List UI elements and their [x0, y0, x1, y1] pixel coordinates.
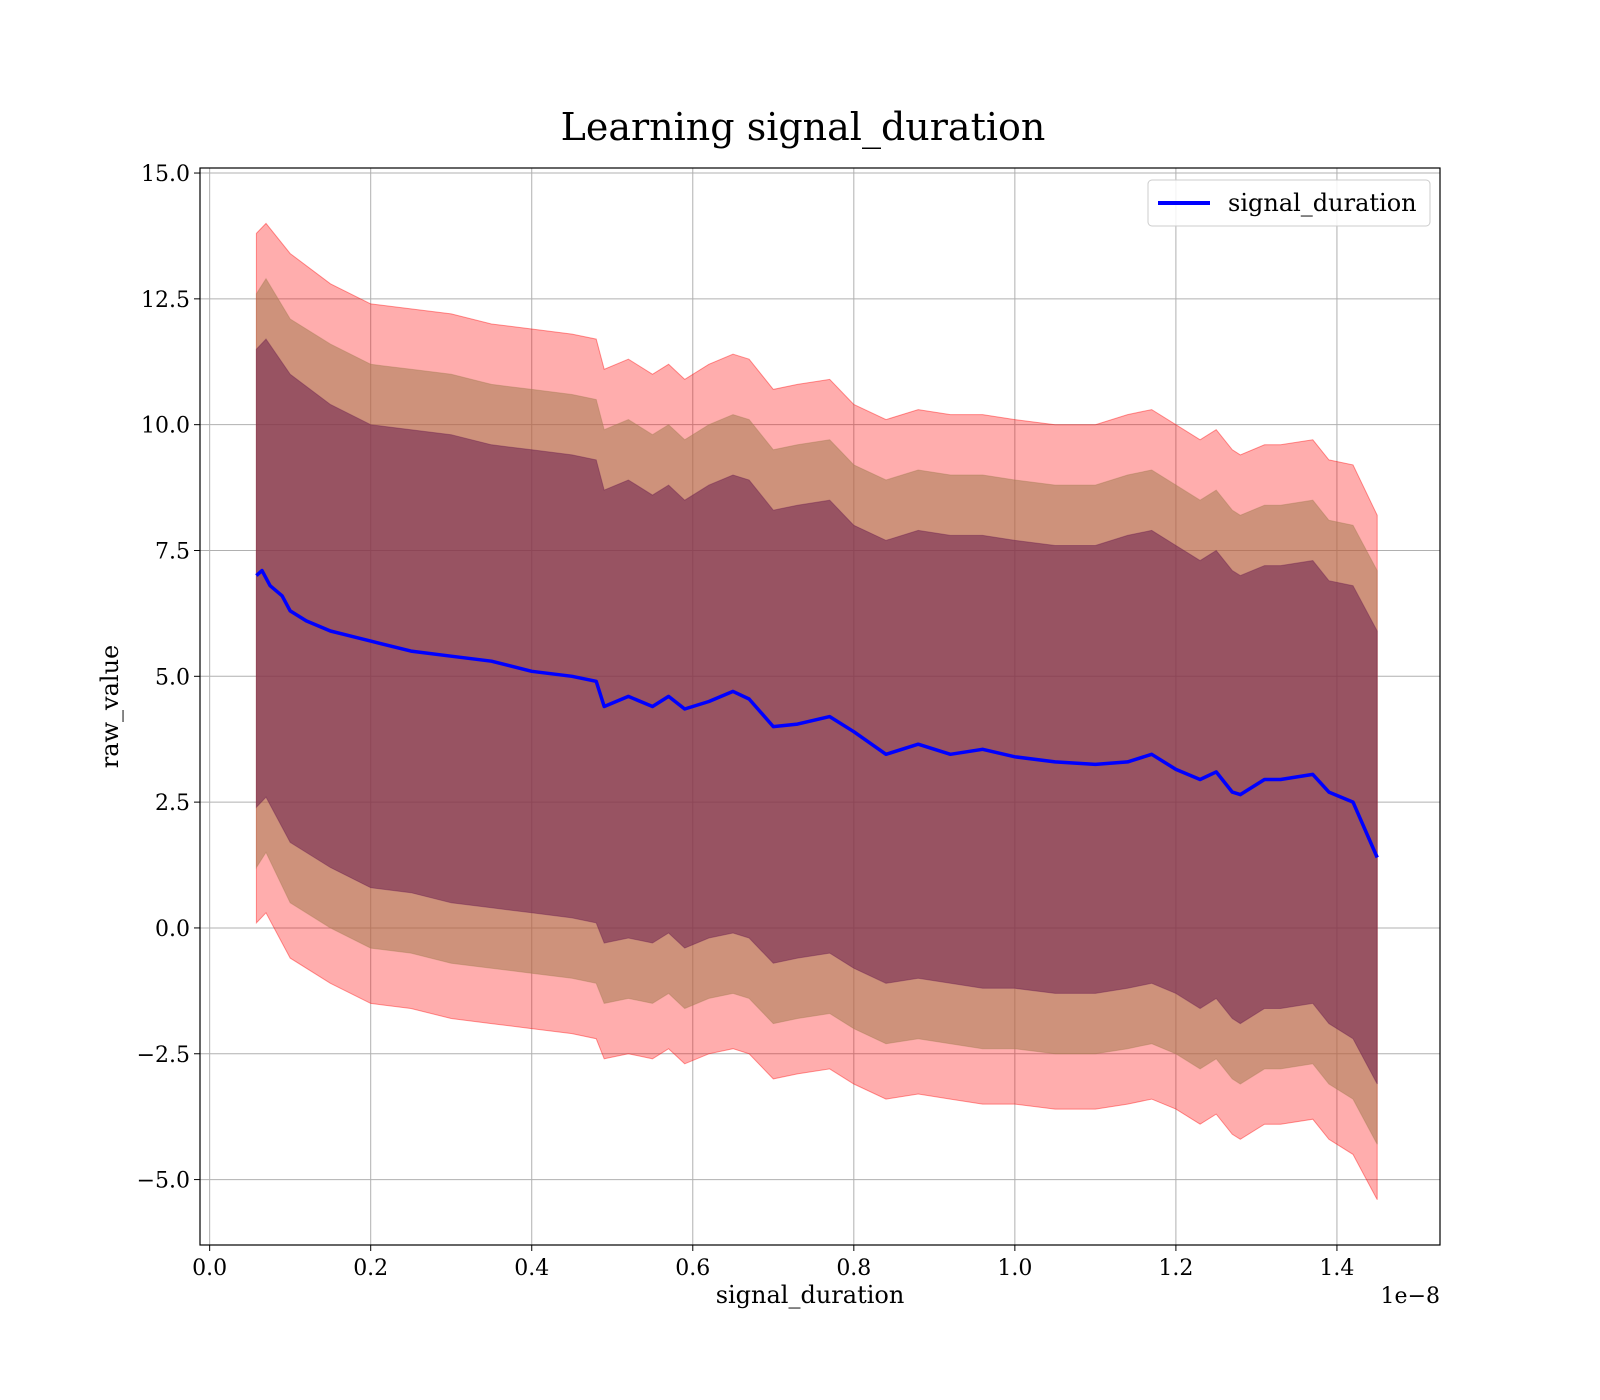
y-tick-label-6: 10.0 — [141, 414, 190, 439]
y-tick-label-0: −5.0 — [137, 1169, 190, 1194]
band-inner — [255, 338, 1378, 1085]
x-axis-ticks: 0.0 0.2 0.4 0.6 0.8 1.0 1.2 1.4 — [192, 1245, 1354, 1281]
y-tick-label-2: 0.0 — [155, 917, 190, 942]
confidence-bands — [255, 222, 1378, 1200]
y-tick-label-4: 5.0 — [155, 665, 190, 690]
x-tick-label-2: 0.4 — [514, 1256, 549, 1281]
series-line-signal-duration — [255, 568, 1379, 859]
x-tick-label-7: 1.4 — [1319, 1256, 1354, 1281]
y-tick-label-3: 2.5 — [155, 791, 190, 816]
y-tick-label-1: −2.5 — [137, 1043, 190, 1068]
x-tick-label-5: 1.0 — [997, 1256, 1032, 1281]
x-axis-offset-label: 1e−8 — [1381, 1284, 1440, 1309]
x-tick-label-6: 1.2 — [1158, 1256, 1193, 1281]
y-tick-label-7: 12.5 — [141, 288, 190, 313]
x-tick-label-0: 0.0 — [192, 1256, 227, 1281]
y-axis-ticks: −5.0 −2.5 0.0 2.5 5.0 7.5 10.0 12.5 15.0 — [137, 162, 200, 1194]
legend: signal_duration — [1147, 179, 1431, 227]
legend-label-signal-duration: signal_duration — [1228, 189, 1417, 217]
x-axis-title: signal_duration — [716, 1281, 905, 1309]
legend-box — [1147, 179, 1431, 227]
chart-title: Learning signal_duration — [561, 105, 1046, 150]
y-axis-title: raw_value — [96, 645, 124, 769]
x-tick-label-1: 0.2 — [353, 1256, 388, 1281]
x-tick-label-3: 0.6 — [675, 1256, 710, 1281]
x-tick-label-4: 0.8 — [836, 1256, 871, 1281]
series-lines — [255, 568, 1379, 859]
y-tick-label-5: 7.5 — [155, 539, 190, 564]
y-tick-label-8: 15.0 — [141, 162, 190, 187]
plot-frame — [199, 167, 1441, 1246]
